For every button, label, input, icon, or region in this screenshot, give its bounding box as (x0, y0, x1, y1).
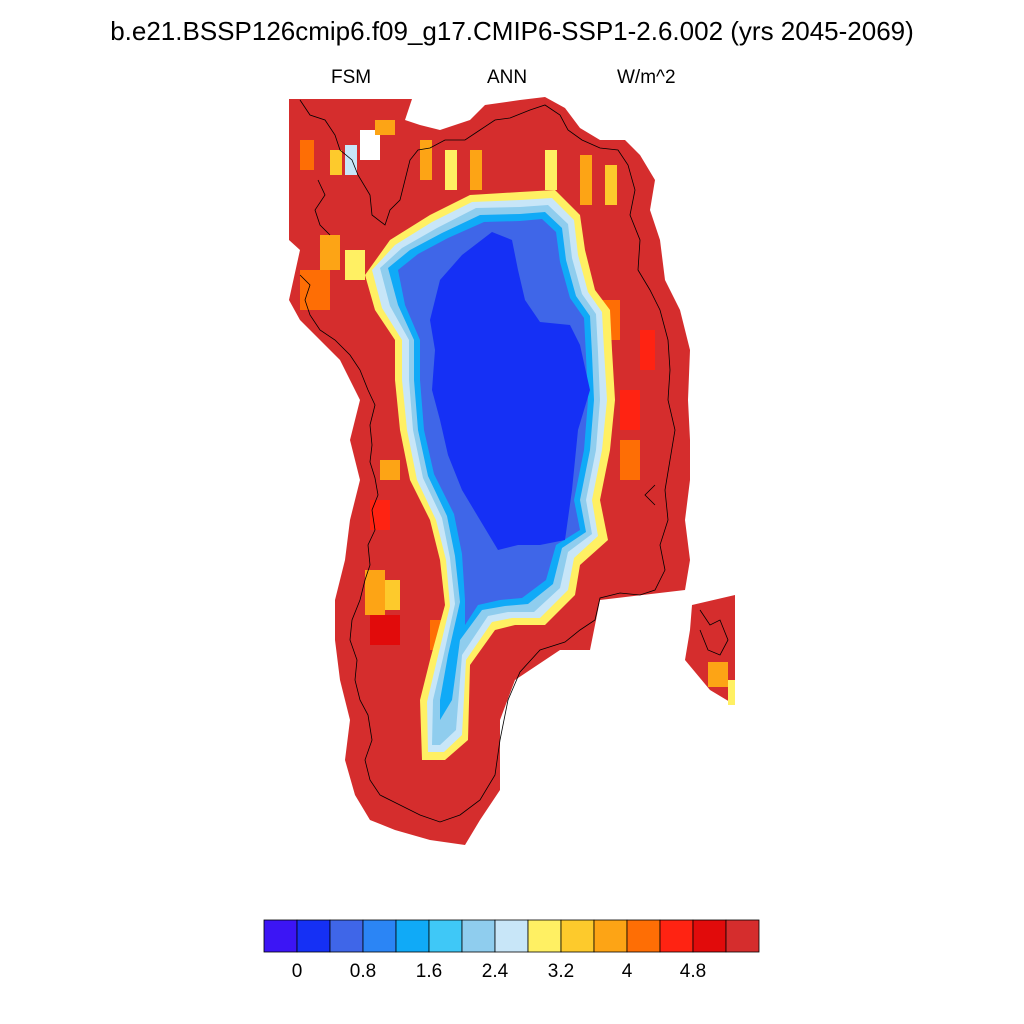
colorbar-swatch (692, 919, 727, 953)
colorbar-swatch (395, 919, 430, 953)
plot-title: b.e21.BSSP126cmip6.f09_g17.CMIP6-SSP1-2.… (110, 16, 914, 46)
colorbar-tick-label: 1.6 (415, 961, 443, 982)
colorbar-swatch (329, 919, 364, 953)
colorbar-swatch (593, 919, 628, 953)
coastline (299, 99, 729, 823)
colorbar-tick-label: 2.4 (481, 961, 509, 982)
colorbar-tick-label: 3.2 (547, 961, 575, 982)
colorbar (263, 919, 760, 953)
colorbar-tick-label: 0.8 (349, 961, 377, 982)
colorbar-swatch (527, 919, 562, 953)
colorbar-swatch (428, 919, 463, 953)
colorbar-swatch (461, 919, 496, 953)
colorbar-tick-label: 0 (291, 961, 303, 982)
units-label: W/m^2 (617, 67, 676, 88)
colorbar-swatch (296, 919, 331, 953)
colorbar-tick-label: 4 (621, 961, 633, 982)
colorbar-swatch (263, 919, 298, 953)
variable-label: FSM (331, 67, 372, 88)
colorbar-swatch (362, 919, 397, 953)
svalbard-field (685, 595, 735, 705)
colorbar-tick-label: 4.8 (679, 961, 707, 982)
colorbar-swatch (560, 919, 595, 953)
colorbar-swatch (494, 919, 529, 953)
season-label: ANN (487, 67, 528, 88)
colorbar-swatch (725, 919, 760, 953)
colorbar-swatch (659, 919, 694, 953)
greenland-field (289, 97, 690, 845)
colorbar-swatch (626, 919, 661, 953)
